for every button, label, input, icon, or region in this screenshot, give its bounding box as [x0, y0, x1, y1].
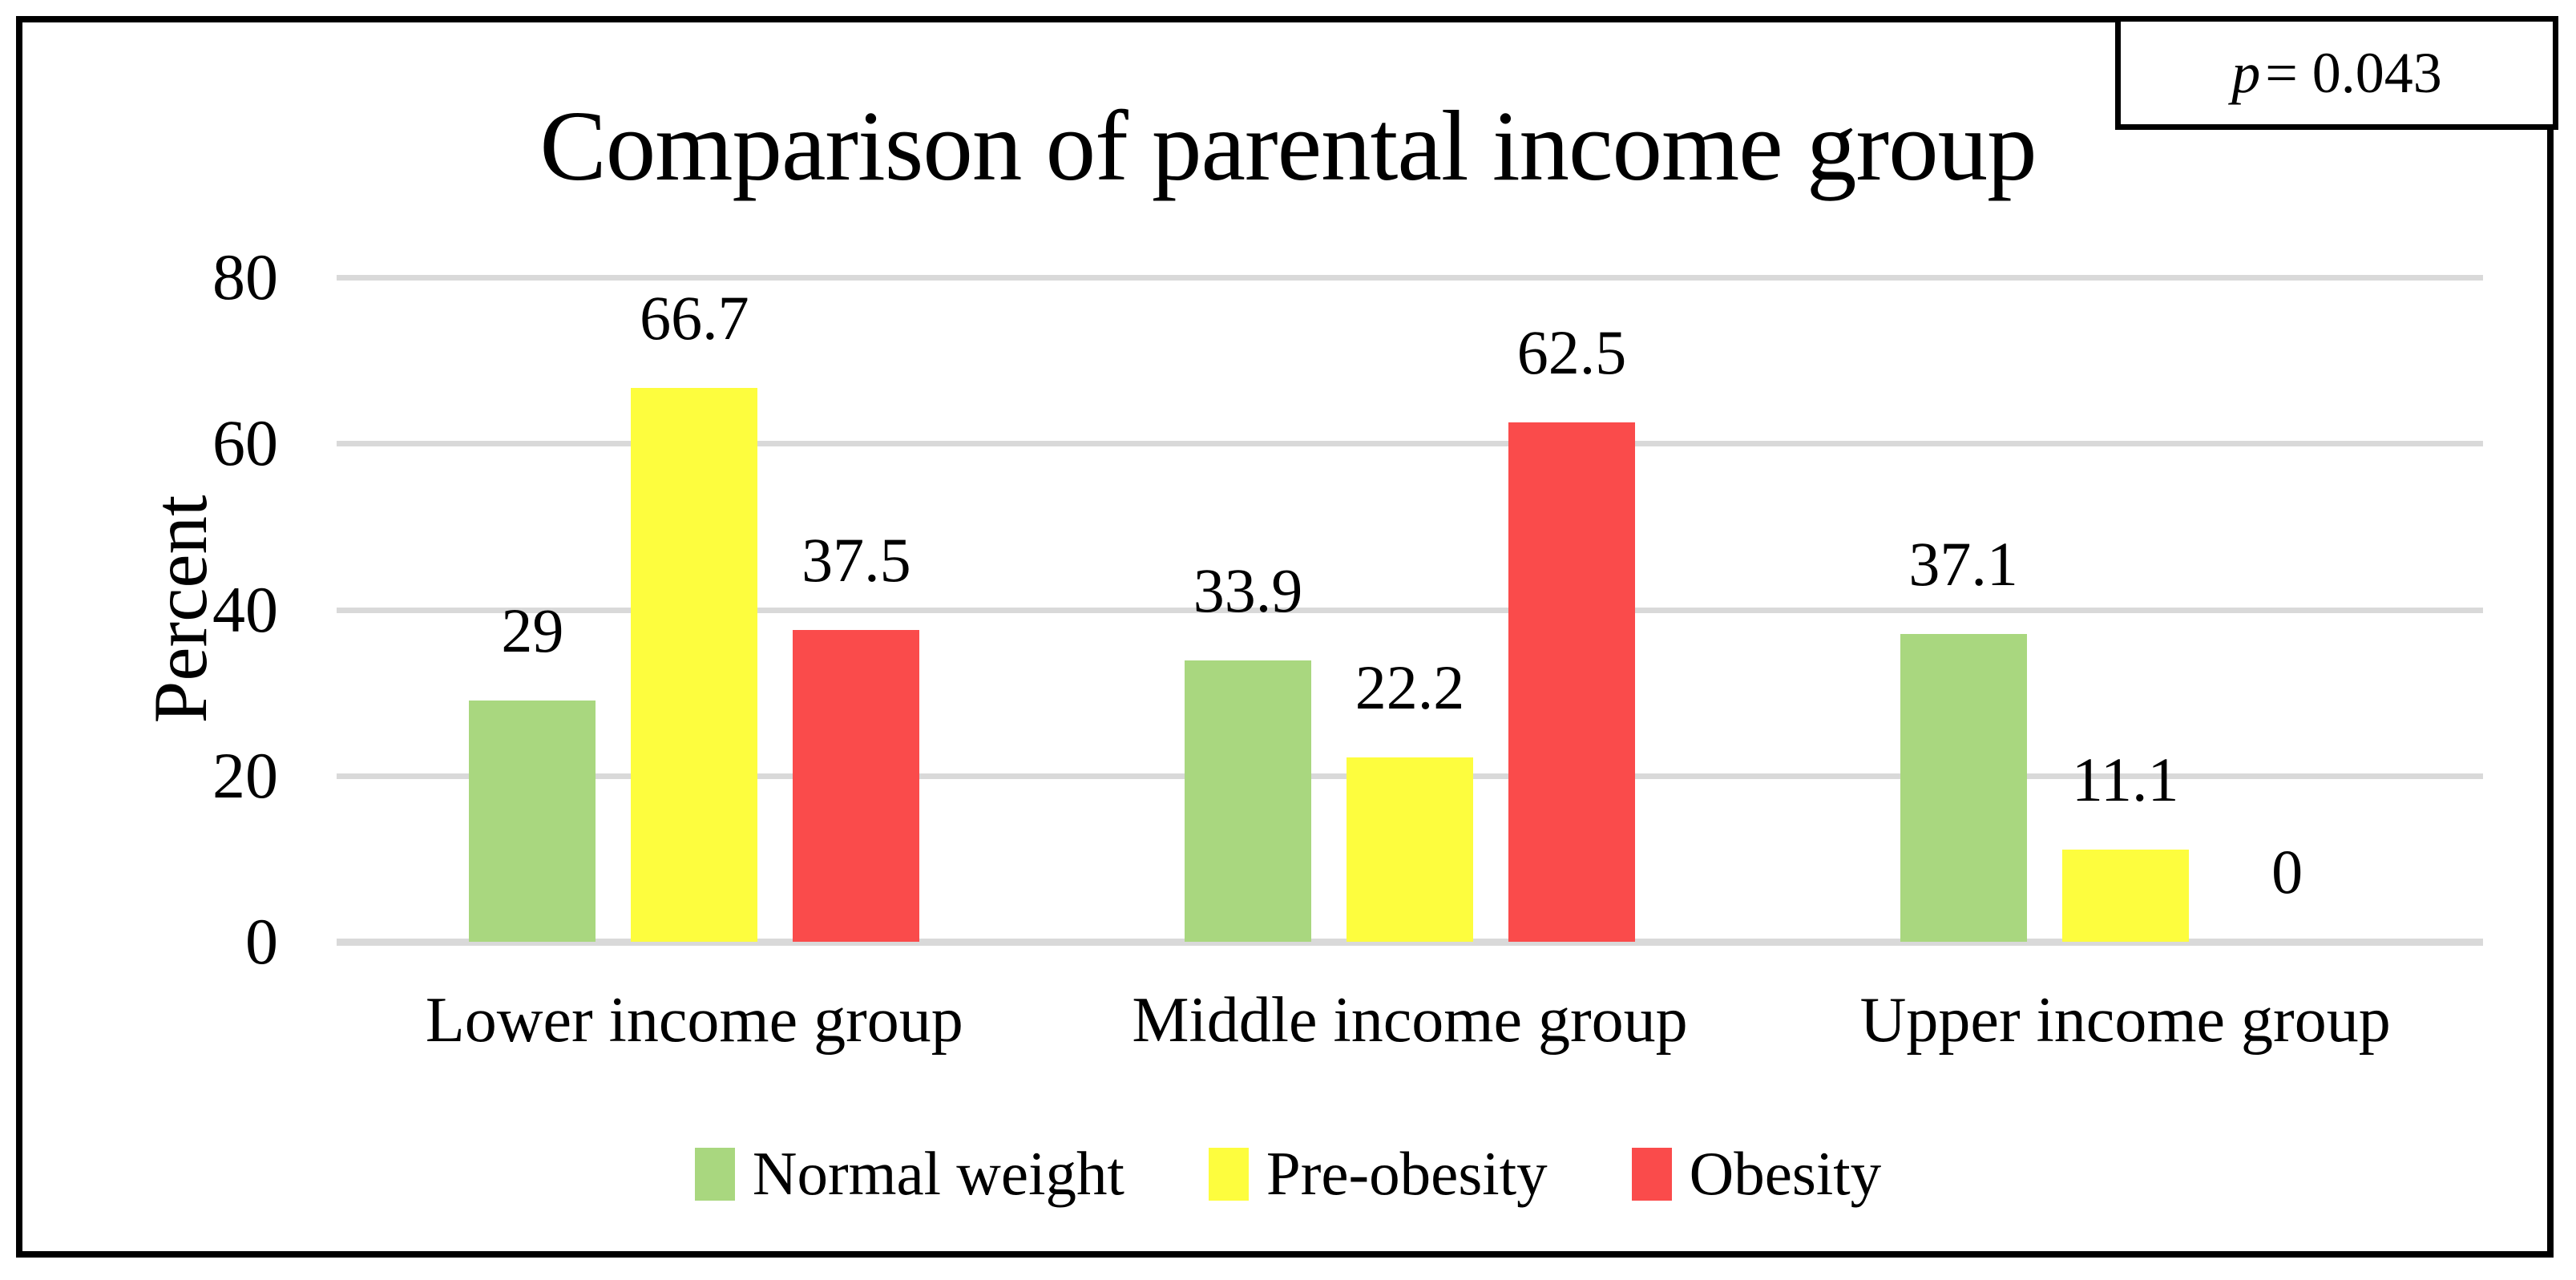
bar-value-label: 33.9 [1193, 555, 1303, 625]
y-tick-label: 80 [212, 240, 278, 313]
bar-value-label: 0 [2271, 837, 2303, 906]
legend: Normal weight Pre-obesity Obesity [0, 1138, 2576, 1209]
bar: 11.1 [2061, 749, 2189, 942]
legend-label: Obesity [1689, 1139, 1882, 1208]
gridline [337, 441, 2483, 447]
category-label: Upper income group [1859, 985, 2391, 1056]
chart-frame [16, 16, 2554, 1258]
category-label: Middle income group [1132, 985, 1688, 1056]
bar: 37.5 [793, 529, 920, 942]
y-tick-label: 40 [212, 572, 278, 646]
x-axis-baseline [337, 939, 2483, 946]
legend-swatch [1631, 1147, 1672, 1201]
pvalue-symbol: p [2231, 40, 2261, 105]
bar-value-label: 66.7 [640, 283, 749, 353]
y-tick-label: 0 [245, 905, 278, 978]
gridline [337, 607, 2483, 613]
chart-title: Comparison of parental income group [539, 91, 2037, 202]
bar-value-label: 37.1 [1908, 529, 2018, 599]
bar: 66.7 [631, 287, 758, 942]
x-axis-category-labels: Lower income group Middle income group Upp… [337, 984, 2483, 1057]
bar-value-label: 37.5 [801, 525, 911, 595]
bar-value-label: 29 [501, 596, 564, 665]
bar: 62.5 [1508, 321, 1635, 942]
legend-label: Normal weight [752, 1139, 1124, 1208]
y-tick-label: 20 [212, 738, 278, 812]
pvalue-text: = 0.043 [2265, 40, 2442, 105]
bar-value-label: 11.1 [2071, 745, 2179, 814]
bar-value-label: 62.5 [1516, 317, 1627, 387]
bar: 22.2 [1347, 656, 1473, 942]
bar-group: 29 66.7 37.5 [337, 277, 1052, 942]
bar-groups: 29 66.7 37.5 33.9 22.2 62.5 37.1 11.1 0 [337, 277, 2483, 942]
pvalue-box: p = 0.043 [2115, 16, 2558, 130]
legend-item: Pre-obesity [1208, 1138, 1548, 1209]
bar: 37.1 [1900, 533, 2027, 942]
legend-swatch [1208, 1147, 1249, 1201]
bar: 33.9 [1185, 559, 1311, 942]
bar-group: 33.9 22.2 62.5 [1052, 277, 1768, 942]
y-tick-label: 60 [212, 406, 278, 480]
category-label: Lower income group [425, 985, 963, 1056]
legend-item: Normal weight [694, 1138, 1124, 1209]
legend-swatch [694, 1147, 735, 1201]
bar-value-label: 22.2 [1355, 652, 1465, 722]
legend-item: Obesity [1631, 1138, 1882, 1209]
bar: 29 [469, 600, 596, 942]
legend-label: Pre-obesity [1266, 1139, 1548, 1208]
gridline [337, 275, 2483, 281]
bar-group: 37.1 11.1 0 [1767, 277, 2483, 942]
